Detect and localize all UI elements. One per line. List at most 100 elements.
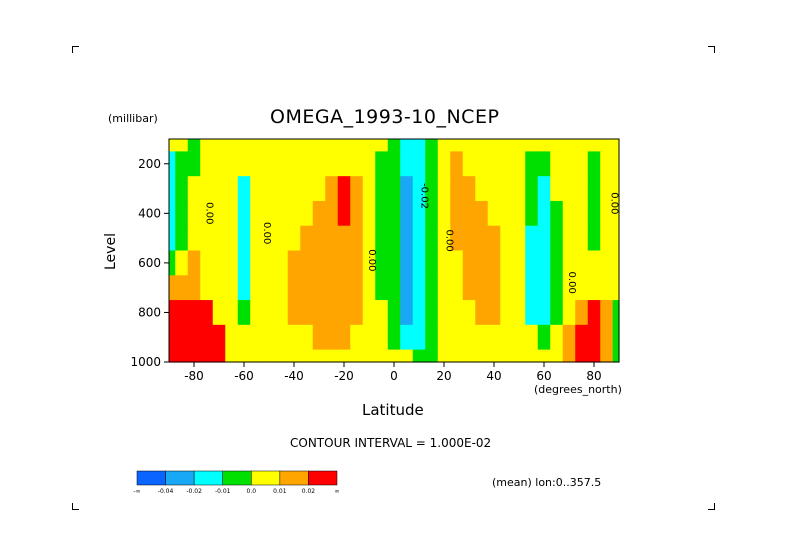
contour-cell <box>550 139 564 152</box>
contour-cell <box>169 176 176 202</box>
contour-cell <box>362 151 376 177</box>
contour-cell <box>525 139 539 152</box>
contour-cell <box>475 300 489 326</box>
contour-cell <box>562 139 576 152</box>
contour-cell <box>325 151 339 177</box>
contour-cell <box>169 300 176 326</box>
contour-cell <box>200 139 214 152</box>
contour-label: 0.00 <box>608 192 619 214</box>
contour-cell <box>512 176 526 202</box>
contour-cell <box>175 151 189 177</box>
contour-cell <box>425 151 439 177</box>
contour-cell <box>275 349 289 363</box>
contour-cell <box>169 225 176 252</box>
contour-cell <box>262 225 276 252</box>
contour-cell <box>575 151 589 177</box>
contour-cell <box>412 250 426 276</box>
contour-cell <box>350 300 364 326</box>
contour-cell <box>200 250 214 276</box>
contour-cell <box>225 139 239 152</box>
contour-cell <box>275 200 289 227</box>
y-axis-units: (millibar) <box>108 112 158 125</box>
contour-cell <box>550 176 564 202</box>
contour-cell <box>400 225 414 252</box>
contour-cell <box>312 225 326 252</box>
contour-cell <box>175 200 189 227</box>
contour-cell <box>187 139 201 152</box>
contour-cell <box>612 151 620 177</box>
contour-cell <box>600 250 614 276</box>
contour-cell <box>250 275 264 301</box>
contour-cell <box>262 250 276 276</box>
x-tick-label: 20 <box>436 369 451 383</box>
colorbar-swatch <box>165 470 195 486</box>
contour-cell <box>412 200 426 227</box>
contour-cell <box>512 225 526 252</box>
contour-cell <box>300 300 314 326</box>
colorbar-label: ∞ <box>335 488 340 495</box>
contour-cell <box>475 250 489 276</box>
chart-title: OMEGA_1993-10_NCEP <box>270 106 500 128</box>
contour-cell <box>375 349 389 363</box>
contour-cell <box>500 176 514 202</box>
contour-cell <box>537 300 551 326</box>
contour-cell <box>375 300 389 326</box>
contour-cell <box>587 324 601 351</box>
contour-cell <box>562 324 576 351</box>
colorbar-swatch <box>251 470 281 486</box>
contour-cell <box>512 300 526 326</box>
contour-cell <box>275 250 289 276</box>
x-tick-label: 80 <box>586 369 601 383</box>
contour-cell <box>525 275 539 301</box>
contour-cell <box>600 300 614 326</box>
contour-cell <box>400 250 414 276</box>
contour-cell <box>187 200 201 227</box>
contour-cell <box>562 200 576 227</box>
contour-cell <box>225 349 239 363</box>
contour-cell <box>550 300 564 326</box>
contour-cell <box>262 151 276 177</box>
contour-cell <box>437 324 451 351</box>
colorbar-label: 0.02 <box>302 488 316 495</box>
contour-cell <box>412 139 426 152</box>
contour-cell <box>225 324 239 351</box>
contour-cell <box>575 176 589 202</box>
contour-cell <box>487 225 501 252</box>
contour-cell <box>550 349 564 363</box>
contour-cell <box>300 324 314 351</box>
contour-cell <box>262 176 276 202</box>
contour-label: 0.00 <box>566 272 577 294</box>
contour-cell <box>450 324 464 351</box>
contour-cell <box>337 151 351 177</box>
colorbar-swatch <box>193 470 223 486</box>
contour-cell <box>575 225 589 252</box>
colorbar-swatch <box>222 470 252 486</box>
contour-cell <box>425 324 439 351</box>
contour-cell <box>212 300 226 326</box>
y-tick-label: 600 <box>138 256 161 270</box>
contour-cell <box>325 139 339 152</box>
contour-cell <box>450 176 464 202</box>
contour-cell <box>350 225 364 252</box>
contour-cell <box>562 250 576 276</box>
contour-cell <box>400 176 414 202</box>
contour-cell <box>537 151 551 177</box>
contour-cell <box>300 250 314 276</box>
contour-cell <box>487 200 501 227</box>
contour-cell <box>237 324 251 351</box>
x-tick-label: 0 <box>390 369 398 383</box>
contour-cell <box>375 176 389 202</box>
contour-cell <box>212 250 226 276</box>
contour-cell <box>250 200 264 227</box>
contour-cell <box>337 275 351 301</box>
contour-interval-text: CONTOUR INTERVAL = 1.000E-02 <box>290 436 492 450</box>
contour-cell <box>475 139 489 152</box>
contour-cell <box>287 324 301 351</box>
contour-cell <box>487 151 501 177</box>
contour-cell <box>387 225 401 252</box>
contour-cell <box>512 139 526 152</box>
contour-cell <box>337 349 351 363</box>
contour-cell <box>600 349 614 363</box>
contour-label: 0.00 <box>261 222 272 244</box>
contour-cell <box>487 176 501 202</box>
